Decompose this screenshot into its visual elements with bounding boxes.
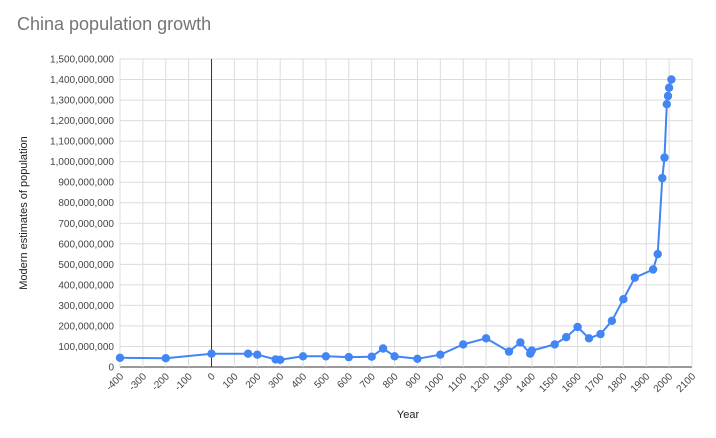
y-tick-label: 700,000,000	[58, 219, 114, 230]
x-tick-label: 100	[221, 371, 241, 391]
series-line	[119, 79, 673, 361]
data-point	[630, 273, 639, 282]
data-point	[648, 265, 658, 274]
data-point	[516, 338, 525, 347]
y-tick-label: 900,000,000	[58, 178, 114, 189]
data-point	[619, 295, 628, 304]
x-tick-label: 1100	[446, 371, 469, 394]
y-tick-label: 1,000,000,000	[50, 157, 114, 168]
x-tick-label: 2100	[675, 371, 699, 395]
y-tick-label: 1,400,000,000	[50, 75, 114, 86]
x-tick-label: 500	[312, 371, 332, 391]
data-point	[390, 352, 399, 361]
data-point	[664, 83, 674, 92]
gridlines	[119, 58, 693, 368]
data-point	[660, 153, 669, 162]
x-tick-label: -300	[127, 371, 149, 393]
x-tick-labels: -400 -300 -200 -100 0 100 200 300 400 500 600 700 80…	[104, 371, 698, 395]
x-tick-label: 600	[335, 371, 355, 391]
data-point	[573, 322, 582, 332]
data-point	[436, 350, 445, 359]
y-tick-label: 200,000,000	[58, 321, 114, 332]
x-tick-label: 400	[290, 371, 310, 391]
data-point	[504, 347, 514, 356]
data-point	[584, 334, 594, 343]
x-tick-label: 1500	[537, 371, 561, 395]
data-point	[115, 353, 125, 362]
data-point	[344, 352, 353, 362]
data-point	[653, 249, 662, 259]
x-tick-label: 300	[267, 371, 287, 391]
data-point	[161, 354, 170, 363]
data-point	[527, 346, 536, 355]
data-point	[667, 75, 676, 84]
x-tick-label: -100	[173, 371, 195, 393]
data-point	[413, 354, 422, 363]
x-tick-label: 1000	[423, 371, 447, 395]
data-point	[607, 316, 617, 325]
y-axis-label: Modern estimates of population	[18, 136, 30, 289]
data-point	[321, 352, 331, 361]
x-axis-label: Year	[397, 409, 420, 421]
y-tick-label: 800,000,000	[58, 198, 114, 209]
x-tick-label: -200	[150, 371, 172, 393]
data-point	[207, 349, 216, 358]
y-tick-label: 300,000,000	[58, 301, 114, 312]
y-tick-label: 400,000,000	[58, 280, 114, 291]
x-tick-label: -400	[104, 371, 126, 393]
x-tick-label: 0	[206, 371, 218, 383]
y-tick-labels: 0 100,000,000 200,000,000 300,000,000 400,00…	[50, 55, 114, 374]
x-tick-label: 1300	[492, 371, 516, 395]
data-point	[662, 100, 671, 109]
data-point	[253, 350, 262, 359]
data-point	[596, 329, 605, 339]
x-tick-label: 1800	[606, 371, 630, 395]
data-point	[298, 352, 308, 361]
x-tick-label: 200	[244, 371, 264, 391]
chart-title: China population growth	[17, 14, 212, 34]
y-tick-label: 600,000,000	[58, 239, 114, 250]
x-tick-label: 1900	[629, 371, 653, 395]
data-point	[481, 334, 491, 343]
y-tick-label: 1,100,000,000	[50, 137, 114, 148]
data-point	[276, 355, 285, 364]
x-tick-label: 1400	[514, 371, 538, 395]
x-tick-label: 1700	[583, 371, 607, 395]
population-line	[119, 79, 673, 361]
y-tick-label: 500,000,000	[58, 260, 114, 271]
data-points	[115, 75, 676, 364]
x-tick-label: 900	[404, 371, 424, 391]
x-tick-label: 1600	[560, 371, 584, 395]
data-point	[367, 352, 376, 361]
y-tick-label: 1,500,000,000	[50, 55, 114, 66]
x-tick-label: 700	[358, 371, 378, 391]
x-tick-label: 2000	[652, 371, 676, 395]
data-point	[243, 349, 253, 358]
y-tick-label: 1,300,000,000	[50, 96, 114, 107]
x-tick-label: 1200	[469, 371, 493, 395]
x-tick-label: 800	[381, 371, 401, 391]
y-tick-label: 100,000,000	[58, 342, 114, 353]
y-tick-label: 0	[108, 363, 114, 374]
data-point	[562, 333, 571, 342]
y-tick-label: 1,200,000,000	[50, 116, 114, 127]
data-point	[550, 340, 559, 349]
data-point	[459, 340, 468, 349]
data-point	[378, 344, 388, 353]
data-point	[663, 91, 673, 101]
data-point	[658, 173, 667, 183]
